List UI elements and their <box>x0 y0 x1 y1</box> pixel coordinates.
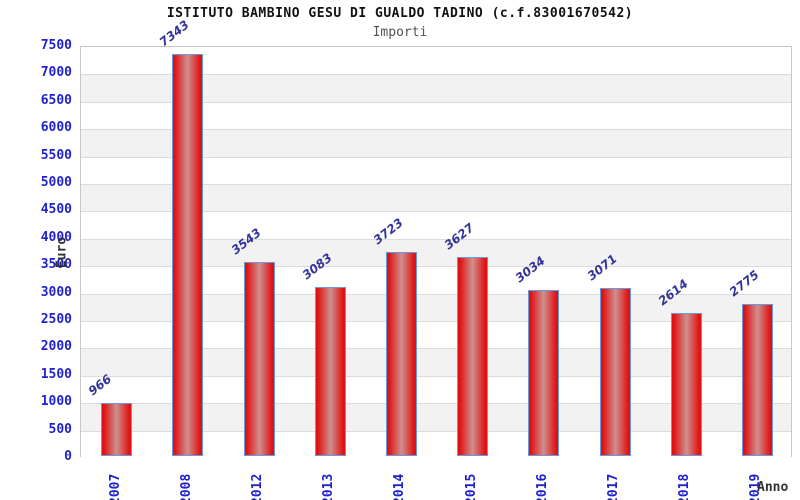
gridline <box>81 348 791 350</box>
chart-title: ISTITUTO BAMBINO GESU DI GUALDO TADINO (… <box>166 6 634 21</box>
gridline <box>81 238 791 240</box>
y-tick-label: 1000 <box>40 394 72 410</box>
y-tick-label: 2500 <box>40 312 72 327</box>
x-tick-label-2007: 2007 <box>107 473 123 500</box>
y-axis-title: Euro <box>54 236 70 269</box>
x-tick-label-2013: 2013 <box>321 473 337 500</box>
y-tick-label: 7500 <box>40 38 72 53</box>
gridline <box>81 156 791 158</box>
gridline <box>81 184 791 185</box>
y-tick-label: 5500 <box>40 147 72 163</box>
y-tick-label: 3000 <box>40 284 72 300</box>
gridline <box>81 403 791 405</box>
gridline <box>81 129 791 131</box>
bar-2019 <box>741 303 773 456</box>
gridline <box>81 293 791 295</box>
y-tick-label: 6500 <box>40 92 72 108</box>
bar-2012 <box>243 261 275 456</box>
gridline <box>81 321 791 322</box>
bar-2016 <box>528 289 560 456</box>
y-tick-label: 2000 <box>40 339 72 355</box>
gridline <box>81 74 791 76</box>
y-tick-label: 0 <box>64 449 72 464</box>
bar-2014 <box>385 251 417 456</box>
gridline <box>81 266 791 268</box>
x-tick-label-2012: 2012 <box>250 473 265 500</box>
y-tick-label: 4000 <box>40 229 72 245</box>
x-tick-label-2015: 2015 <box>463 473 479 500</box>
y-tick-label: 4500 <box>40 202 72 218</box>
x-tick-label-2008: 2008 <box>178 473 194 500</box>
gridline <box>81 211 791 213</box>
chart-subtitle: Importi <box>372 25 428 40</box>
bar-2015 <box>457 257 489 456</box>
bar-2018 <box>670 312 702 456</box>
x-tick-label-2017: 2017 <box>606 473 621 500</box>
y-tick-label: 5000 <box>40 175 72 190</box>
x-tick-label-2016: 2016 <box>534 473 550 500</box>
y-tick-label: 1500 <box>40 366 72 382</box>
bar-2007 <box>101 403 133 456</box>
bar-2017 <box>599 287 631 456</box>
bar-value-label: 7343 <box>157 17 193 49</box>
y-tick-label: 3500 <box>40 257 72 273</box>
gridline <box>81 430 791 432</box>
bar-2008 <box>172 53 204 456</box>
y-tick-label: 7000 <box>40 65 72 81</box>
plot-area: 966 7343 3543 3083 3723 3627 3034 3071 2614 2775 <box>80 17 792 458</box>
gridline <box>81 375 791 377</box>
x-tick-label-2018: 2018 <box>677 473 693 500</box>
x-tick-label-2014: 2014 <box>392 473 408 500</box>
y-tick-label: 500 <box>48 421 72 437</box>
y-tick-label: 6000 <box>40 120 72 136</box>
gridline <box>81 101 791 103</box>
x-axis-title: Anno <box>757 480 789 495</box>
bar-2013 <box>314 287 346 456</box>
